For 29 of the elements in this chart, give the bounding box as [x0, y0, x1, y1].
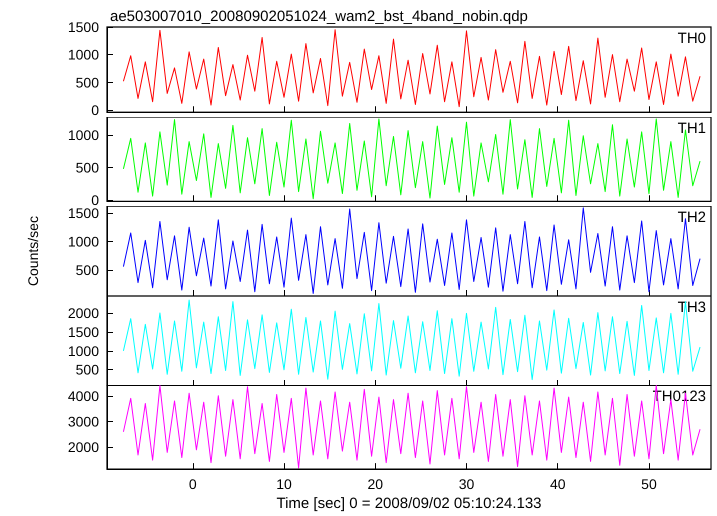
chart-title: ae503007010_20080902051024_wam2_bst_4band_nobin.qdp	[110, 8, 528, 25]
y-tick-label: 1000	[68, 234, 100, 250]
y-tick-label: 0	[91, 102, 100, 118]
x-tick-label: 10	[276, 476, 292, 492]
y-tick-label: 1500	[68, 19, 100, 35]
y-tick-label: 1000	[68, 342, 100, 359]
y-tick-label: 500	[76, 262, 100, 278]
x-tick-label: 40	[550, 476, 566, 492]
y-tick-label: 1500	[68, 324, 100, 340]
series-label: TH2	[678, 209, 706, 226]
y-tick-label: 1000	[68, 46, 100, 63]
y-axis-title: Counts/sec	[25, 216, 41, 286]
y-tick-label: 1500	[68, 205, 100, 222]
y-tick-label: 3000	[68, 414, 100, 430]
y-tick-label: 4000	[68, 388, 100, 404]
x-tick-label: 30	[458, 476, 474, 492]
series-label: TH0	[678, 30, 706, 47]
y-tick-label: 2000	[68, 304, 100, 321]
y-tick-label: 0	[91, 192, 100, 208]
series-label: TH1	[678, 120, 706, 137]
x-tick-label: 0	[188, 476, 197, 492]
y-tick-label: 1000	[68, 126, 100, 143]
y-tick-label: 2000	[68, 440, 100, 456]
x-tick-label: 20	[367, 476, 384, 492]
y-tick-label: 500	[76, 74, 100, 90]
x-axis-title: Time [sec] 0 = 2008/09/02 05:10:24.133	[276, 495, 542, 512]
y-tick-label: 500	[76, 159, 100, 176]
y-tick-label: 500	[76, 362, 100, 378]
x-tick-label: 50	[641, 476, 657, 492]
